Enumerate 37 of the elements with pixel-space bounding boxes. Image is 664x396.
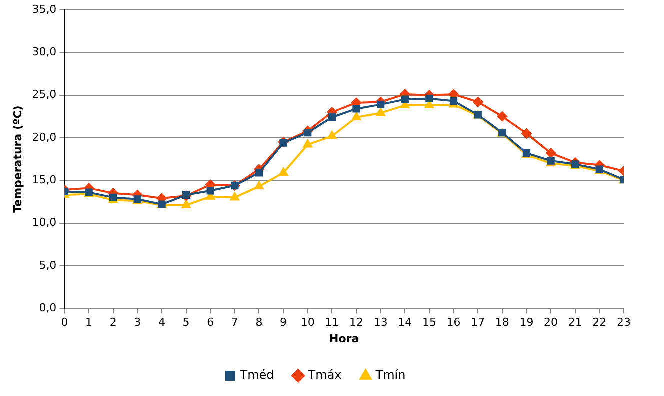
x-tick-label: 3: [134, 316, 142, 330]
x-tick-label: 0: [61, 316, 68, 330]
x-tick-label: 14: [398, 316, 412, 330]
x-tick-label: 11: [325, 316, 340, 330]
x-tick-label: 6: [207, 316, 214, 330]
x-tick-label: 2: [110, 316, 117, 330]
legend-label: Tméd: [239, 368, 274, 382]
x-tick-label: 17: [471, 316, 486, 330]
y-tick-label: 0,0: [39, 301, 57, 314]
x-axis-title: Hora: [330, 332, 360, 346]
x-tick-label: 7: [231, 316, 238, 330]
y-tick-label: 15,0: [32, 173, 57, 186]
y-tick-label: 25,0: [32, 88, 57, 102]
x-tick-label: 9: [280, 316, 288, 330]
y-axis-title: Temperatura (ºC): [11, 106, 24, 213]
x-tick-label: 20: [544, 316, 558, 330]
x-tick-label: 10: [300, 316, 315, 330]
x-tick-label: 1: [86, 316, 93, 330]
y-tick-label: 5,0: [39, 258, 57, 272]
legend-label: Tmáx: [307, 368, 342, 382]
x-tick-label: 13: [374, 316, 388, 330]
x-tick-label: 22: [592, 316, 607, 330]
x-tick-label: 19: [520, 316, 534, 330]
y-tick-label: 35,0: [32, 2, 57, 16]
x-tick-label: 15: [422, 316, 436, 330]
x-tick-label: 23: [617, 316, 631, 330]
x-tick-label: 5: [182, 316, 190, 330]
y-tick-label: 10,0: [32, 216, 57, 230]
x-tick-label: 8: [256, 316, 263, 330]
legend-label: Tmín: [374, 368, 406, 382]
x-tick-label: 21: [568, 316, 582, 330]
x-tick-label: 4: [158, 316, 166, 330]
x-tick-label: 18: [495, 316, 510, 330]
x-tick-label: 16: [446, 316, 461, 330]
y-tick-label: 30,0: [32, 46, 57, 59]
y-tick-label: 20,0: [32, 130, 57, 144]
x-tick-label: 12: [350, 316, 364, 330]
